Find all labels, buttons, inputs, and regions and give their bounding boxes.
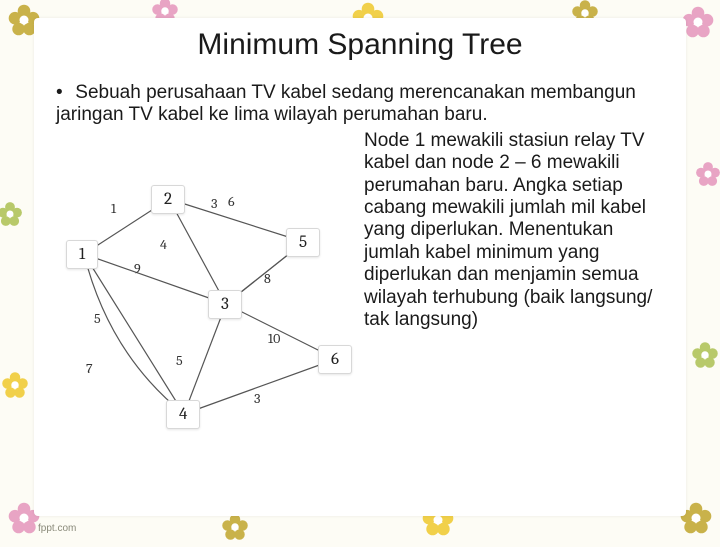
page-title: Minimum Spanning Tree (56, 28, 664, 62)
intro-text: • Sebuah perusahaan TV kabel sedang mere… (56, 82, 664, 126)
edge-weight: 10 (268, 330, 280, 347)
edge-weight: 6 (228, 193, 235, 210)
intro-body: Sebuah perusahaan TV kabel sedang merenc… (56, 82, 636, 125)
slide-content: Minimum Spanning Tree • Sebuah perusahaa… (34, 18, 686, 516)
edge-weight: 9 (134, 260, 141, 277)
edge-weight: 4 (160, 236, 167, 253)
graph-diagram: 1 2 3 4 5 6 1 9 5 4 6 8 10 5 7 3 3 (56, 130, 356, 450)
graph-node: 2 (151, 185, 185, 214)
body-row: 1 2 3 4 5 6 1 9 5 4 6 8 10 5 7 3 3 Node 1 mewakili stasi… (56, 130, 664, 450)
bullet-icon: • (56, 82, 70, 104)
flower-icon (220, 512, 250, 542)
edge-weight: 1 (111, 200, 116, 217)
edge-weight: 8 (264, 270, 271, 287)
flower-icon (0, 370, 30, 400)
graph-node: 4 (166, 400, 200, 429)
footer-credit: fppt.com (38, 523, 76, 534)
flower-icon (694, 160, 720, 188)
explanation-text: Node 1 mewakili stasiun relay TV kabel d… (364, 130, 664, 450)
graph-node: 5 (286, 228, 320, 257)
edge-weight: 5 (176, 352, 183, 369)
edge-weight: 3 (254, 390, 260, 407)
graph-node: 3 (208, 290, 242, 319)
flower-icon (690, 340, 720, 370)
graph-node: 1 (66, 240, 98, 269)
graph-edges (56, 130, 356, 450)
edge-weight: 5 (94, 310, 101, 327)
flower-icon (0, 200, 24, 228)
edge-weight: 7 (86, 360, 93, 377)
graph-node: 6 (318, 345, 352, 374)
edge-weight: 3 (211, 195, 217, 212)
